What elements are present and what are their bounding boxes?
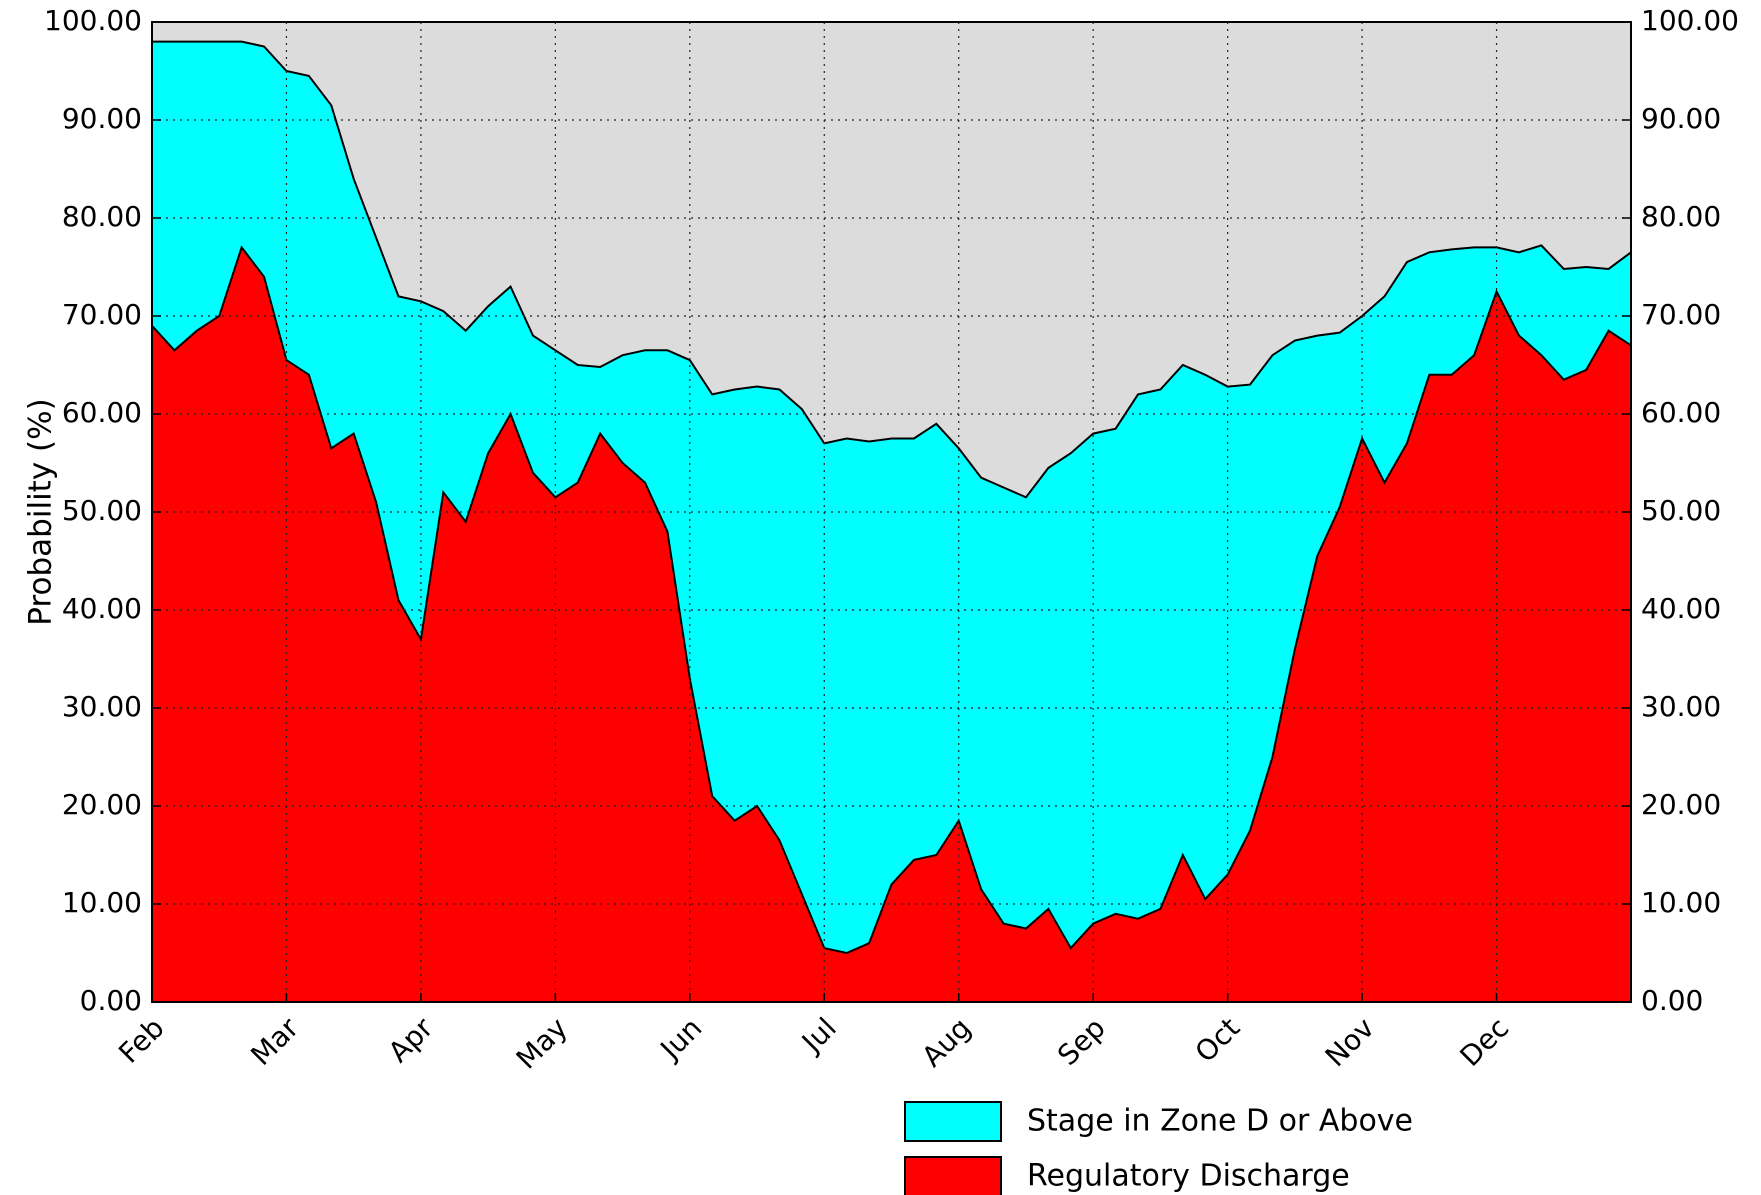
y-tick-label: 0.00 [80,984,142,1017]
legend-label: Regulatory Discharge [1027,1159,1350,1194]
x-tick-label: Aug [915,1011,977,1073]
y2-tick-label: 80.00 [1641,200,1721,233]
area-edge [152,40,1632,499]
y2-tick-label: 20.00 [1641,788,1721,821]
y-tick-label: 10.00 [62,886,142,919]
area [152,247,1631,1002]
x-tick-label: Jul [794,1011,843,1060]
y-tick-label: 80.00 [62,200,142,233]
x-tick-label: Jun [653,1011,709,1067]
y2-tick-label: 70.00 [1641,298,1721,331]
y-tick-label: 20.00 [62,788,142,821]
x-tick-label: Sep [1051,1011,1112,1072]
y2-tick-label: 60.00 [1641,396,1721,429]
y2-tick-label: 50.00 [1641,494,1721,527]
x-tick-label: Apr [382,1011,440,1069]
y2-tick-label: 10.00 [1641,886,1721,919]
y2-tick-label: 40.00 [1641,592,1721,625]
y-tick-label: 100.00 [44,4,142,37]
x-tick-label: Dec [1454,1011,1516,1073]
x-tick-label: Nov [1319,1011,1381,1073]
y2-tick-label: 100.00 [1641,4,1739,37]
y-tick-label: 40.00 [62,592,142,625]
y-tick-label: 50.00 [62,494,142,527]
y-tick-label: 70.00 [62,298,142,331]
legend-label: Stage in Zone D or Above [1027,1104,1413,1139]
legend-swatch [904,1156,1002,1195]
y-axis-label: Probability (%) [23,398,59,625]
x-tick-label: Mar [244,1011,305,1072]
x-tick-label: Feb [112,1011,170,1069]
y2-tick-label: 0.00 [1641,984,1703,1017]
legend-swatch [904,1101,1002,1142]
area-edge [151,245,1632,955]
x-tick-label: May [510,1011,574,1075]
y-tick-label: 30.00 [62,690,142,723]
y2-tick-label: 90.00 [1641,102,1721,135]
y2-tick-label: 30.00 [1641,690,1721,723]
y-tick-label: 90.00 [62,102,142,135]
y-tick-label: 60.00 [62,396,142,429]
x-tick-label: Oct [1189,1011,1247,1069]
